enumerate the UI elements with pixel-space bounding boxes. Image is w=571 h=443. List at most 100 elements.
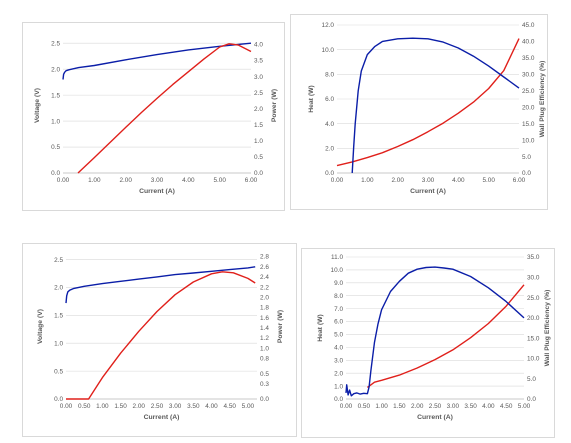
y-tick-label: 6.0	[334, 319, 343, 326]
y2-tick-label: 2.5	[254, 90, 263, 97]
chart-heat-efficiency-2: 0.0 1.0 2.0 3.0 4.0 5.0 6.0 7.0 8.0 9.0 10.0 11.0 0.…	[301, 248, 555, 438]
x-tick-label: 1.00	[361, 177, 374, 184]
y2-tick-label: 15.0	[527, 335, 540, 342]
x-tick-label: 2.00	[391, 177, 404, 184]
y-tick-label: 2.5	[51, 40, 60, 47]
y2-tick-label: 1.2	[260, 335, 269, 342]
y-tick-label: 1.0	[54, 340, 63, 347]
x-tick-label: 4.00	[205, 403, 218, 410]
y2-tick-label: 2.8	[260, 254, 269, 261]
y-tick-label: 0.0	[325, 170, 334, 177]
y2-tick-label: 3.0	[254, 74, 263, 81]
x-tick-label: 4.00	[182, 177, 195, 184]
x-tick-label: 5.00	[242, 403, 255, 410]
y2-tick-label: 0.3	[260, 381, 269, 388]
x-tick-label: 2.00	[119, 177, 132, 184]
y2-axis-title: Wall Plug Efficiency (%)	[539, 61, 546, 138]
y-axis-title: Heat (W)	[317, 314, 324, 342]
y-tick-label: 2.0	[334, 370, 343, 377]
series-line-left-axis	[336, 38, 520, 167]
y-tick-label: 2.0	[54, 285, 63, 292]
y-tick-label: 1.5	[54, 313, 63, 320]
y2-tick-label: 0.5	[254, 154, 263, 161]
x-tick-label: 0.50	[358, 403, 371, 410]
y-tick-label: 8.0	[325, 72, 334, 79]
y2-tick-label: 30.0	[522, 72, 535, 79]
x-axis-title: Current (A)	[417, 414, 453, 421]
y2-axis-title: Power (W)	[271, 89, 278, 122]
y2-tick-label: 2.0	[260, 294, 269, 301]
x-tick-label: 5.00	[518, 403, 531, 410]
y2-tick-label: 2.0	[254, 106, 263, 113]
y2-tick-label: 1.6	[260, 315, 269, 322]
y2-axis-title: Power (W)	[277, 310, 284, 343]
series-line-left-axis	[366, 284, 525, 388]
y2-tick-label: 10.0	[527, 356, 540, 363]
x-tick-label: 6.00	[245, 177, 258, 184]
y-tick-label: 2.0	[325, 146, 334, 153]
series-line-right-axis	[351, 37, 520, 174]
x-tick-label: 1.00	[96, 403, 109, 410]
y2-tick-label: 3.5	[254, 58, 263, 65]
chart-heat-efficiency-1: 0.0 2.0 4.0 6.0 8.0 10.0 12.0 0.0 5.0 10.0 15.0 20.…	[290, 14, 548, 210]
y2-tick-label: 5.0	[522, 154, 531, 161]
y2-tick-label: 25.0	[527, 295, 540, 302]
y2-tick-label: 25.0	[522, 88, 535, 95]
y2-tick-label: 0.8	[260, 355, 269, 362]
x-tick-label: 1.00	[88, 177, 101, 184]
x-tick-label: 1.00	[375, 403, 388, 410]
series-line-left-axis	[65, 266, 256, 304]
x-tick-label: 4.50	[500, 403, 513, 410]
x-tick-label: 2.00	[411, 403, 424, 410]
x-axis-title: Current (A)	[410, 188, 446, 195]
x-tick-label: 5.00	[213, 177, 226, 184]
chart-voltage-power-2: 0.0 0.5 1.0 1.5 2.0 2.5 0.0 0.3 0.5 0.8 1.0 1.2 1.4 1…	[22, 243, 297, 437]
y-tick-label: 2.0	[51, 66, 60, 73]
y2-tick-label: 10.0	[522, 137, 535, 144]
y2-axis-title: Wall Plug Efficiency (%)	[544, 290, 551, 367]
x-tick-label: 3.00	[422, 177, 435, 184]
series-line-right-axis	[66, 271, 256, 400]
y-tick-label: 6.0	[325, 96, 334, 103]
y2-tick-label: 0.0	[260, 396, 269, 403]
chart-voltage-power-1: 0.0 0.5 1.0 1.5 2.0 2.5 0.0 0.5 1.0 1.5 2.0 2.5 3.0 3…	[22, 22, 285, 211]
y2-tick-label: 0.0	[522, 170, 531, 177]
y-tick-label: 1.5	[51, 92, 60, 99]
x-tick-label: 6.00	[513, 177, 526, 184]
y-tick-label: 5.0	[334, 332, 343, 339]
x-tick-label: 0.00	[60, 403, 73, 410]
y2-tick-label: 4.0	[254, 42, 263, 49]
x-tick-label: 3.00	[169, 403, 182, 410]
y-axis-title: Voltage (V)	[34, 88, 41, 123]
y2-tick-label: 0.0	[527, 396, 536, 403]
series-line-left-axis	[62, 42, 252, 80]
y-tick-label: 2.5	[54, 257, 63, 264]
chart-svg: 0.0 2.0 4.0 6.0 8.0 10.0 12.0 0.0 5.0 10.0 15.0 20.…	[308, 22, 546, 195]
y-tick-label: 10.0	[331, 267, 344, 274]
x-tick-label: 3.50	[187, 403, 200, 410]
y2-tick-label: 2.2	[260, 284, 269, 291]
chart-svg: 0.0 1.0 2.0 3.0 4.0 5.0 6.0 7.0 8.0 9.0 10.0 11.0 0.…	[317, 254, 551, 421]
x-tick-label: 1.50	[114, 403, 127, 410]
y2-tick-label: 1.8	[260, 305, 269, 312]
y2-tick-label: 1.0	[260, 345, 269, 352]
y2-tick-label: 1.0	[254, 138, 263, 145]
series-line-right-axis	[77, 43, 252, 174]
x-tick-label: 5.00	[482, 177, 495, 184]
y-axis-title: Heat (W)	[308, 85, 315, 113]
y-tick-label: 0.0	[334, 396, 343, 403]
x-tick-label: 4.00	[452, 177, 465, 184]
y-tick-label: 9.0	[334, 280, 343, 287]
y-tick-label: 4.0	[334, 345, 343, 352]
y2-tick-label: 15.0	[522, 121, 535, 128]
series-line-right-axis	[345, 266, 525, 397]
y-tick-label: 3.0	[334, 357, 343, 364]
y-tick-label: 8.0	[334, 293, 343, 300]
y-tick-label: 1.0	[334, 383, 343, 390]
chart-svg: 0.0 0.5 1.0 1.5 2.0 2.5 0.0 0.5 1.0 1.5 2.0 2.5 3.0 3…	[34, 40, 278, 195]
x-tick-label: 1.50	[393, 403, 406, 410]
x-tick-label: 0.00	[331, 177, 344, 184]
x-axis-title: Current (A)	[144, 414, 180, 421]
y2-tick-label: 20.0	[527, 315, 540, 322]
y2-tick-label: 2.4	[260, 274, 269, 281]
